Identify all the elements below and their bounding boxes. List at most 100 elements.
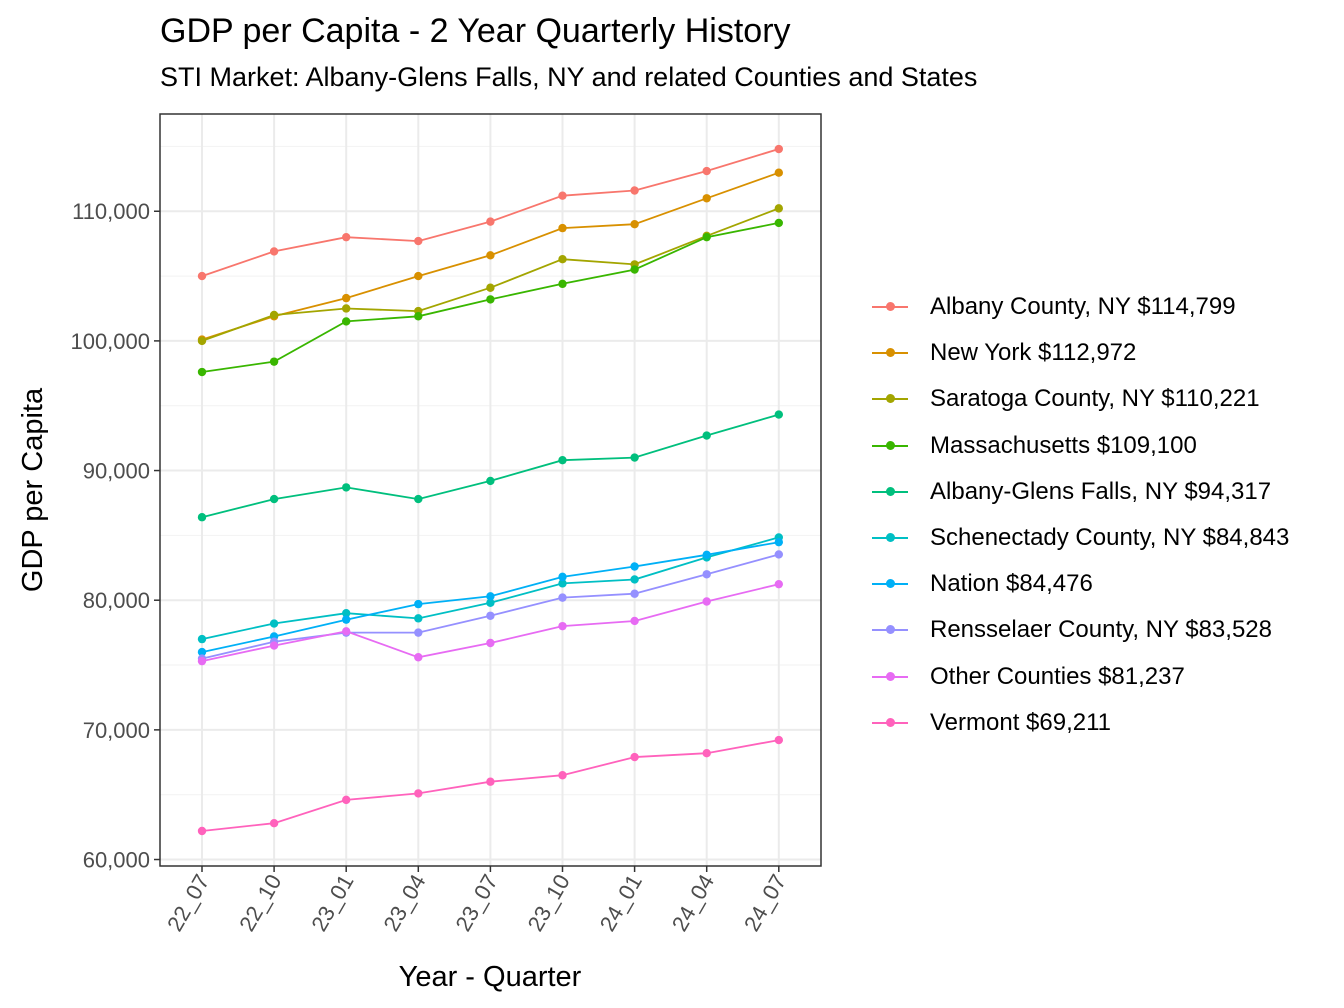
x-tick-label: 24_07	[739, 870, 791, 935]
data-point	[414, 271, 423, 281]
legend-label: Other Counties $81,237	[930, 662, 1185, 690]
data-point	[558, 223, 567, 233]
y-tick-label: 100,000	[70, 329, 150, 354]
legend-key-point	[886, 671, 895, 681]
data-point	[774, 144, 783, 154]
x-tick-label: 22_07	[162, 870, 214, 935]
data-point	[486, 611, 495, 620]
legend-key	[858, 423, 918, 469]
data-point	[630, 265, 639, 274]
data-point	[486, 295, 495, 304]
data-point	[558, 572, 567, 582]
legend-key-point	[886, 579, 895, 589]
data-point	[197, 656, 207, 666]
y-tick-label: 80,000	[83, 588, 150, 613]
legend-label: Saratoga County, NY $110,221	[930, 385, 1260, 413]
y-axis-title: GDP per Capita	[17, 387, 49, 592]
data-point	[197, 336, 207, 346]
legend-item: Albany County, NY $114,799	[858, 284, 1289, 330]
data-point	[486, 476, 495, 486]
legend-label: Massachusetts $109,100	[930, 431, 1197, 459]
x-tick-label: 23_01	[306, 870, 358, 935]
data-point	[774, 410, 783, 419]
data-point	[558, 593, 567, 602]
data-point	[702, 194, 711, 203]
data-point	[342, 615, 351, 624]
legend-key-point	[886, 348, 895, 358]
data-point	[702, 431, 711, 440]
data-point	[486, 638, 495, 648]
data-point	[486, 283, 495, 292]
data-point	[630, 589, 639, 598]
data-point	[630, 752, 639, 762]
data-point	[630, 220, 639, 229]
data-point	[269, 310, 279, 320]
data-point	[558, 191, 567, 200]
legend-key-point	[886, 394, 895, 404]
legend-item: Massachusetts $109,100	[858, 423, 1289, 469]
data-point	[342, 232, 351, 242]
data-point	[414, 494, 423, 504]
data-point	[342, 317, 351, 326]
data-point	[414, 653, 423, 662]
legend-item: Saratoga County, NY $110,221	[858, 376, 1289, 422]
data-point	[558, 455, 567, 465]
legend-key-point	[886, 486, 895, 496]
legend-key	[858, 700, 918, 746]
legend-key	[858, 330, 918, 376]
legend-label: New York $112,972	[930, 339, 1137, 367]
legend-item: Rensselaer County, NY $83,528	[858, 607, 1289, 653]
data-point	[702, 550, 711, 560]
series-1	[197, 144, 783, 281]
legend-label: Schenectady County, NY $84,843	[930, 524, 1290, 552]
legend-label: Albany County, NY $114,799	[930, 293, 1236, 321]
data-point	[342, 795, 351, 805]
data-point	[269, 494, 279, 504]
legend-label: Albany-Glens Falls, NY $94,317	[930, 477, 1272, 505]
legend-item: New York $112,972	[858, 330, 1289, 376]
series-5	[197, 410, 783, 522]
data-point	[197, 826, 207, 836]
data-point	[558, 621, 567, 631]
data-point	[558, 579, 567, 588]
data-point	[486, 598, 495, 607]
data-point	[630, 186, 639, 195]
data-point	[702, 232, 711, 242]
data-point	[197, 271, 207, 281]
data-point	[414, 236, 423, 246]
data-point	[774, 735, 783, 745]
y-tick-label: 70,000	[83, 718, 150, 743]
series-4	[197, 218, 783, 377]
data-point	[774, 218, 783, 228]
series-10	[197, 735, 783, 836]
x-tick-label: 23_10	[523, 870, 575, 935]
legend-key-point	[886, 533, 895, 543]
data-point	[558, 279, 567, 289]
x-tick-label: 23_04	[378, 870, 430, 935]
data-point	[414, 614, 423, 623]
y-tick-label: 110,000	[72, 199, 150, 224]
data-point	[774, 537, 783, 547]
data-point	[486, 777, 495, 786]
x-tick-label: 22_10	[234, 870, 286, 935]
legend-label: Nation $84,476	[930, 570, 1093, 598]
data-point	[774, 168, 783, 177]
data-point	[558, 771, 567, 780]
data-point	[702, 570, 711, 579]
data-point	[702, 749, 711, 758]
data-point	[197, 634, 207, 644]
legend-item: Nation $84,476	[858, 561, 1289, 607]
data-point	[342, 293, 351, 303]
legend-key	[858, 376, 918, 422]
x-tick-label: 24_04	[667, 870, 719, 935]
legend-key-point	[886, 302, 895, 312]
legend-key	[858, 654, 918, 700]
data-point	[269, 247, 279, 256]
data-point	[774, 550, 783, 559]
data-point	[342, 483, 351, 492]
data-point	[342, 627, 351, 636]
legend-key	[858, 561, 918, 607]
legend-item: Other Counties $81,237	[858, 654, 1289, 700]
data-point	[269, 619, 279, 628]
